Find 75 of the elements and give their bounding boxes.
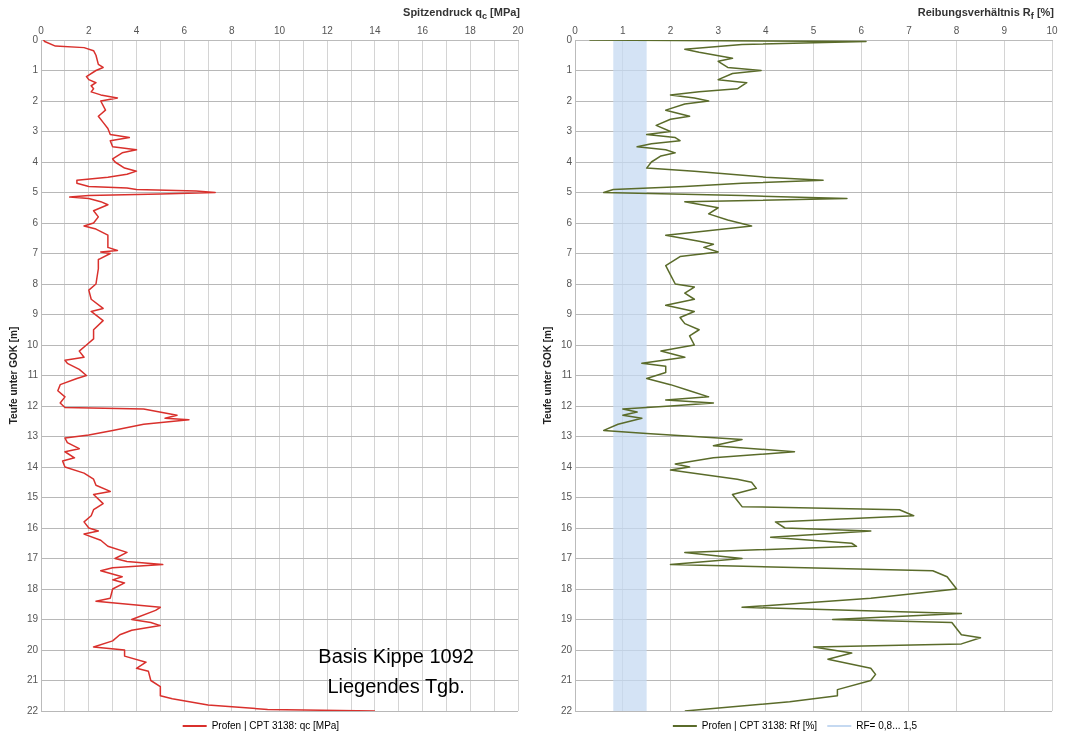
y-tick-label: 20 [27,643,39,655]
y-tick-label: 11 [561,369,573,381]
x-tick-label: 1 [620,24,627,36]
y-tick-label: 13 [561,430,573,442]
y-tick-label: 15 [27,491,39,503]
y-tick-label: 9 [32,308,39,320]
y-tick-label: 10 [27,338,39,350]
y-tick-label: 10 [561,338,573,350]
x-tick-label: 20 [512,24,524,36]
y-tick-label: 19 [561,613,573,625]
y-axis-title: Teufe unter GOK [m] [541,326,553,425]
x-tick-label: 2 [667,24,674,36]
y-tick-label: 14 [561,460,573,472]
x-tick-label: 14 [369,24,381,36]
y-tick-label: 17 [561,552,573,564]
y-tick-label: 18 [561,582,573,594]
y-tick-label: 8 [566,277,573,289]
y-tick-label: 0 [32,33,39,45]
x-tick-label: 4 [133,24,140,36]
y-tick-label: 16 [561,521,573,533]
y-tick-label: 14 [27,460,39,472]
y-tick-label: 1 [566,64,573,76]
x-tick-label: 4 [763,24,770,36]
annotation: Basis Kippe 1092 [318,644,474,669]
legend-label: RF= 0,8... 1,5 [856,719,918,731]
x-tick-label: 5 [810,24,817,36]
y-tick-label: 22 [27,704,39,716]
x-tick-label: 7 [906,24,913,36]
x-tick-label: 18 [464,24,477,36]
y-tick-label: 17 [27,552,39,564]
y-tick-label: 21 [27,674,39,686]
x-tick-label: 12 [321,24,334,36]
y-tick-label: 19 [27,613,39,625]
y-tick-label: 1 [32,64,39,76]
y-tick-label: 9 [566,308,573,320]
y-tick-label: 4 [32,155,39,167]
y-tick-label: 13 [27,430,39,442]
y-tick-label: 5 [566,186,573,198]
x-axis-title: Spitzendruck q$_{c}$ [MPa] [403,6,520,22]
x-tick-label: 3 [715,24,722,36]
x-tick-label: 10 [1046,24,1058,36]
x-tick-label: 16 [417,24,429,36]
x-tick-label: 10 [274,24,286,36]
x-tick-label: 6 [181,24,188,36]
y-tick-label: 2 [32,94,39,106]
y-tick-label: 7 [32,247,39,259]
y-tick-label: 0 [566,33,573,45]
y-tick-label: 11 [27,369,39,381]
y-tick-label: 7 [566,247,573,259]
y-tick-label: 12 [561,399,573,411]
legend-label: Profen | CPT 3138: qc [MPa] [211,719,340,731]
y-tick-label: 5 [32,186,39,198]
y-tick-label: 15 [561,491,573,503]
y-tick-label: 18 [27,582,39,594]
y-tick-label: 3 [32,125,39,137]
x-tick-label: 2 [86,24,93,36]
y-tick-label: 8 [32,277,39,289]
x-tick-label: 6 [858,24,865,36]
y-tick-label: 6 [566,216,573,228]
y-tick-label: 22 [561,704,573,716]
x-tick-label: 9 [1001,24,1008,36]
y-tick-label: 3 [566,125,573,137]
y-tick-label: 6 [32,216,39,228]
y-tick-label: 4 [566,155,573,167]
y-tick-label: 21 [561,674,573,686]
y-axis-title: Teufe unter GOK [m] [7,326,19,425]
x-tick-label: 8 [229,24,236,36]
y-tick-label: 2 [566,94,573,106]
y-tick-label: 20 [561,643,573,655]
legend-label: Profen | CPT 3138: Rf [%] [701,719,818,731]
annotation: Liegendes Tgb. [326,674,466,699]
x-tick-label: 8 [953,24,960,36]
y-tick-label: 16 [27,521,39,533]
x-axis-title: Reibungsverhältnis R$_{f}$ [%] [917,6,1054,22]
y-tick-label: 12 [27,399,39,411]
